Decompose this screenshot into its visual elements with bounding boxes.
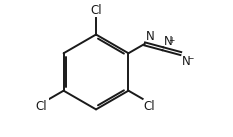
Text: Cl: Cl [144,100,155,113]
Text: N: N [146,30,154,43]
Text: Cl: Cl [90,4,102,17]
Text: Cl: Cl [35,100,47,113]
Text: +: + [169,36,175,45]
Text: −: − [187,54,193,63]
Text: N: N [164,35,172,48]
Text: N: N [182,55,191,68]
